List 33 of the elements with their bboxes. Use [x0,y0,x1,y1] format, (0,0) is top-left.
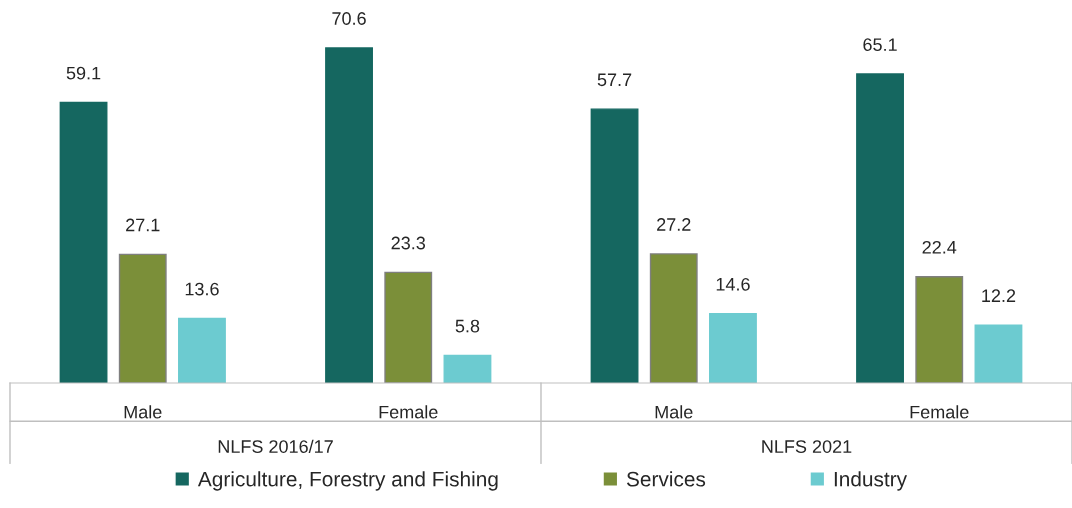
x-tick-label: Female [910,405,969,419]
data-label: 27.2 [657,218,691,231]
bar [709,313,757,383]
data-label: 70.6 [332,12,366,25]
data-label: 5.8 [455,319,480,333]
data-label: 59.1 [66,66,101,80]
x-tick-label: Female [379,405,438,419]
data-label: 23.3 [391,236,426,250]
data-label: 14.6 [716,277,750,291]
text: NLFS 2016/17 [218,439,333,453]
bar [915,275,964,383]
bar [590,108,639,383]
bar [856,73,904,383]
legend-label: Industry [834,471,908,491]
bar [974,324,1023,383]
data-label: 27.1 [126,218,160,232]
data-label: 57.7 [597,73,632,87]
data-label: 12.2 [982,289,1016,302]
x-tick-label: Male [124,405,162,419]
bar [384,271,433,383]
data-label: 22.4 [922,240,957,254]
legend-label: Agriculture, Forestry and Fishing [197,471,498,491]
bar [325,47,373,383]
bar [443,354,492,383]
bar [649,253,698,383]
bar [178,317,226,383]
data-label: 65.1 [863,38,897,52]
bar [118,253,167,383]
legend-label: Services [626,471,706,487]
bar [59,101,108,383]
x-tick-label: Male [655,405,693,419]
data-label: 13.6 [185,282,219,296]
text: NLFS 2021 [762,440,852,453]
